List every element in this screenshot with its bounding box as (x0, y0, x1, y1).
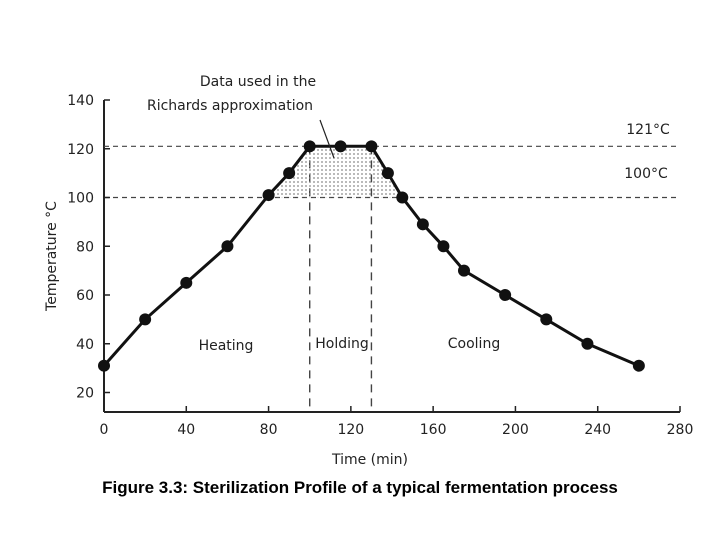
x-tick-label: 120 (337, 422, 364, 438)
y-tick-label: 100 (67, 191, 94, 207)
phase-label-cooling: Cooling (448, 336, 500, 352)
x-tick-label: 240 (584, 422, 611, 438)
y-tick-label: 20 (76, 386, 94, 402)
x-tick-label: 200 (502, 422, 529, 438)
annotation-line-1: Data used in the (200, 74, 316, 90)
x-axis-title: Time (min) (331, 452, 408, 468)
sterilization-profile-chart: 0 40 80 120 160 200 240 280 20 40 60 80 100 120 140 Ti… (44, 74, 693, 468)
data-point (283, 167, 296, 180)
data-point (221, 240, 234, 253)
axis-ticks: 0 40 80 120 160 200 240 280 20 40 60 80 100 120 140 (67, 93, 693, 438)
data-point (396, 191, 409, 204)
x-tick-label: 80 (260, 422, 278, 438)
data-point (416, 218, 429, 231)
data-point (139, 313, 152, 326)
annotation-line-2: Richards approximation (147, 98, 313, 114)
figure-caption: Figure 3.3: Sterilization Profile of a t… (102, 478, 618, 497)
data-point (334, 140, 347, 153)
ref-label-100: 100°C (624, 166, 668, 182)
x-tick-label: 160 (420, 422, 447, 438)
data-point (581, 337, 594, 350)
temperature-series-line (102, 144, 640, 368)
data-point (632, 359, 645, 372)
phase-label-holding: Holding (315, 336, 369, 352)
data-points (98, 140, 645, 372)
x-tick-label: 40 (177, 422, 195, 438)
y-tick-label: 140 (67, 93, 94, 109)
x-tick-label: 280 (667, 422, 694, 438)
y-tick-label: 80 (76, 239, 94, 255)
data-point (381, 167, 394, 180)
x-tick-label: 0 (100, 422, 109, 438)
ref-label-121: 121°C (626, 122, 670, 138)
data-point (365, 140, 378, 153)
annotation-leader (319, 119, 335, 159)
phase-label-heating: Heating (199, 338, 254, 354)
data-point (437, 240, 450, 253)
data-point (180, 276, 193, 289)
y-tick-label: 120 (67, 142, 94, 158)
y-tick-label: 60 (76, 288, 94, 304)
data-point (499, 289, 512, 301)
data-point (303, 140, 316, 153)
y-tick-label: 40 (76, 337, 94, 353)
data-point (262, 189, 275, 202)
y-axis-title: Temperature °C (44, 201, 60, 312)
data-point (458, 264, 470, 277)
data-point (98, 359, 110, 372)
data-point (540, 313, 553, 326)
